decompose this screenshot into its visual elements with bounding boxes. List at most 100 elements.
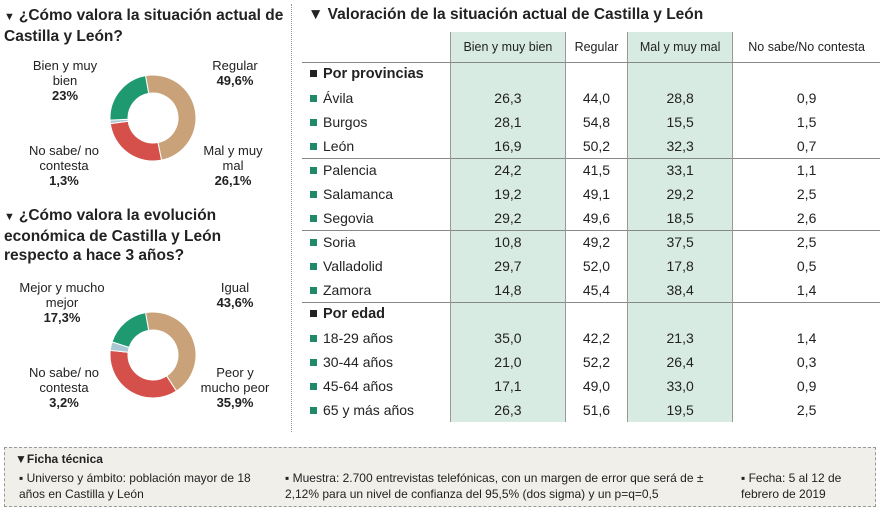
cell-value: 37,5: [626, 229, 734, 254]
section-row: Por edad: [302, 301, 880, 326]
bullet-icon: [310, 95, 317, 102]
cell-value: 2,6: [796, 209, 817, 226]
footer-universo: ▪ Universo y ámbito: población mayor de …: [19, 471, 251, 501]
label-mejor: Mejor y mucho mejor 17,3%: [19, 280, 105, 325]
cell-value: 38,4: [626, 278, 734, 302]
table-row: Segovia 29,2 49,6 18,5 2,6: [302, 206, 880, 230]
bullet-icon: [310, 407, 317, 414]
cell-value: 51,6: [582, 402, 611, 418]
cell-value: 19,2: [449, 182, 566, 206]
table-row: León 16,9 50,2 32,3 0,7: [302, 134, 880, 158]
footer-fecha: ▪ Fecha: 5 al 12 de febrero de 2019: [741, 471, 842, 501]
table-row: Zamora 14,8 45,4 38,4 1,4: [302, 278, 880, 302]
row-label: Salamanca: [323, 186, 394, 202]
cell-value: 18,5: [626, 206, 734, 230]
row-label: Soria: [323, 234, 356, 251]
table-header: Bien y muy bien Regular Mal y muy mal No sa…: [302, 32, 880, 63]
cell-value: 21,0: [449, 350, 566, 374]
cell-value: 32,3: [626, 134, 734, 158]
section-label: Por edad: [323, 306, 386, 323]
cell-value: 0,9: [796, 378, 817, 394]
cell-value: 49,6: [582, 209, 611, 226]
cell-value: 50,2: [582, 137, 611, 154]
row-label: Valladolid: [323, 258, 383, 274]
table-row: 45-64 años 17,1 49,0 33,0 0,9: [302, 374, 880, 398]
cell-value: 2,5: [796, 186, 817, 202]
bullet-icon: [310, 191, 317, 198]
cell-value: 49,1: [582, 186, 611, 202]
bullet-icon: [310, 70, 317, 78]
cell-value: 52,0: [582, 258, 611, 274]
cell-value: 28,8: [626, 86, 734, 110]
label-nsnc-2: No sabe/ no contesta 3,2%: [28, 365, 100, 410]
row-label: Palencia: [323, 162, 377, 179]
cell-value: 10,8: [449, 229, 566, 254]
bullet-icon: [310, 239, 317, 247]
table-row: Ávila 26,3 44,0 28,8 0,9: [302, 86, 880, 110]
cell-value: 26,3: [449, 398, 566, 422]
row-label: 30-44 años: [323, 354, 394, 370]
row-label: León: [323, 137, 355, 154]
donut-chart-evolucion: [109, 311, 197, 399]
cell-value: 26,3: [449, 86, 566, 110]
label-bien: Bien y muy bien 23%: [32, 58, 98, 103]
bullet-icon: [310, 310, 317, 318]
cell-value: 17,8: [626, 254, 734, 278]
column-header: [302, 32, 451, 63]
divider: [291, 4, 292, 432]
bullet-icon: [310, 263, 317, 270]
bullet-icon: [310, 167, 317, 175]
cell-value: 26,4: [626, 350, 734, 374]
cell-value: 14,8: [449, 278, 566, 302]
row-label: Segovia: [323, 209, 374, 226]
cell-value: 29,2: [626, 182, 734, 206]
cell-value: 45,4: [582, 281, 611, 298]
row-label: Burgos: [323, 114, 368, 130]
cell-value: 54,8: [582, 114, 611, 130]
table-row: Soria 10,8 49,2 37,5 2,5: [302, 229, 880, 254]
table-row: 30-44 años 21,0 52,2 26,4 0,3: [302, 350, 880, 374]
row-label: 18-29 años: [323, 330, 394, 346]
bullet-icon: [310, 286, 317, 294]
question-2-title: ▼ ¿Cómo valora la evolución económica de …: [4, 207, 222, 264]
cell-value: 15,5: [626, 110, 734, 134]
cell-value: 41,5: [565, 157, 628, 182]
label-peor: Peor y mucho peor 35,9%: [200, 365, 270, 410]
row-label: Zamora: [323, 281, 372, 298]
column-header: Mal y muy mal: [626, 32, 734, 63]
donut-slice: [144, 311, 197, 392]
footer-title: ▼Ficha técnica: [15, 452, 103, 466]
table-row: Valladolid 29,7 52,0 17,8 0,5: [302, 254, 880, 278]
cell-value: 19,5: [626, 398, 734, 422]
cell-value: 35,0: [449, 326, 566, 350]
section-row: Por provincias: [302, 62, 880, 86]
cell-value: 33,1: [626, 157, 734, 182]
table-row: Burgos 28,1 54,8 15,5 1,5: [302, 110, 880, 134]
cell-value: 16,9: [449, 134, 566, 158]
bullet-icon: [310, 142, 317, 150]
bullet-icon: [310, 214, 317, 222]
row-label: Ávila: [323, 90, 354, 106]
cell-value: 49,0: [582, 378, 611, 394]
row-label: 65 y más años: [323, 402, 415, 418]
cell-value: 2,5: [732, 229, 880, 254]
ficha-tecnica: ▼Ficha técnica ▪ Universo y ámbito: pobl…: [4, 447, 876, 507]
footer-muestra: ▪ Muestra: 2.700 entrevistas telefónicas…: [285, 471, 704, 501]
table-title: ▼ Valoración de la situación actual de C…: [308, 6, 704, 23]
donut-slice: [109, 349, 178, 399]
cell-value: 0,3: [796, 354, 817, 370]
label-nsnc: No sabe/ no contesta 1,3%: [28, 143, 100, 188]
valoracion-table: Bien y muy bien Regular Mal y muy mal No sa…: [302, 32, 880, 422]
cell-value: 1,1: [732, 157, 880, 182]
table-row: 65 y más años 26,3 51,6 19,5 2,5: [302, 398, 880, 422]
cell-value: 2,5: [796, 402, 817, 418]
donut-slice: [144, 74, 197, 161]
cell-value: 0,9: [796, 90, 817, 106]
cell-value: 29,2: [449, 206, 566, 230]
bullet-icon: [310, 359, 317, 366]
column-header: No sabe/No contesta: [732, 32, 880, 63]
donut-slice: [109, 75, 150, 121]
column-header: Regular: [565, 32, 628, 63]
label-mal: Mal y muy mal 26,1%: [203, 143, 263, 188]
cell-value: 1,4: [796, 330, 817, 346]
